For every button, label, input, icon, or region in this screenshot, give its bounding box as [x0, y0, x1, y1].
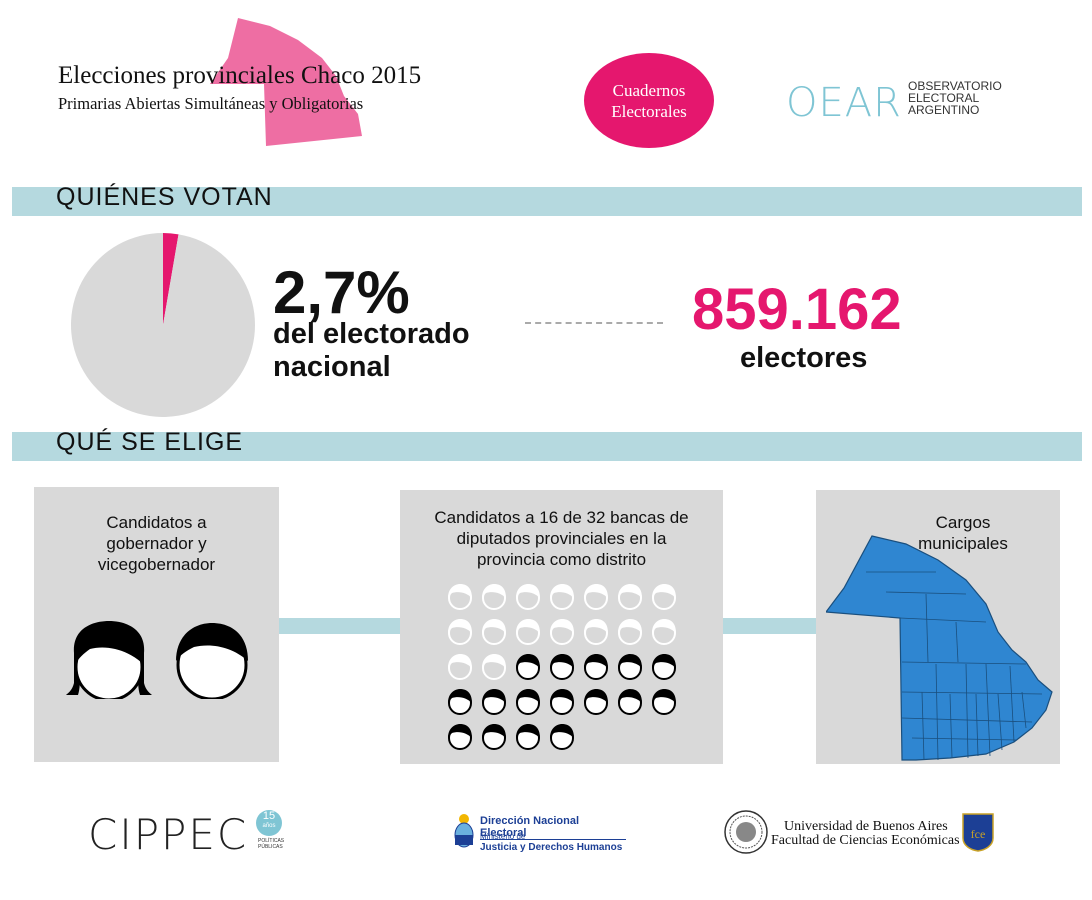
seat-icon [584, 619, 608, 645]
card1-line-2: gobernador y [106, 534, 207, 553]
fce-shield-icon: fce [962, 813, 994, 852]
seat-icon [516, 724, 540, 750]
card-deputies: Candidatos a 16 de 32 bancas de diputado… [400, 490, 723, 764]
electorate-percent: 2,7% [273, 259, 410, 326]
seat-icon [516, 654, 540, 680]
section-label-elige: QUÉ SE ELIGE [56, 428, 244, 456]
card3-line-1: Cargos [935, 513, 991, 532]
seat-icon [482, 584, 506, 610]
card2-line-3: provincia como distrito [476, 550, 647, 569]
electorate-pie-chart [70, 233, 255, 417]
seat-icon [618, 654, 642, 680]
percent-desc-line-1: del electorado [273, 318, 470, 350]
cippec-years-badge: 15 años [256, 810, 282, 836]
card1-line-3: vicegobernador [97, 555, 216, 574]
card-deputies-text: Candidatos a 16 de 32 bancas de diputado… [400, 507, 723, 570]
seat-icon [448, 654, 472, 680]
seat-icon [516, 584, 540, 610]
card2-line-1: Candidatos a 16 de 32 bancas de [434, 508, 689, 527]
seat-icon [618, 584, 642, 610]
pie-slice-2 [70, 233, 255, 417]
male-candidate-icon [176, 623, 248, 699]
cippec-small-1: POLÍTICAS [258, 838, 285, 844]
card-municipal: Cargos municipales [816, 490, 1060, 764]
dne-title: Dirección Nacional Electoral [480, 815, 626, 840]
electorate-percent-desc: del electorado nacional [273, 318, 470, 384]
seat-icon [584, 654, 608, 680]
seat-icon [652, 619, 676, 645]
dne-ministry-name: Justicia y Derechos Humanos [480, 842, 623, 853]
percent-desc-line-2: nacional [273, 351, 391, 383]
oear-line-1: OBSERVATORIO [908, 79, 1002, 93]
oear-line-2: ELECTORAL [908, 91, 980, 105]
seat-icon [652, 654, 676, 680]
seat-icon [550, 619, 574, 645]
card3-line-2: municipales [918, 534, 1008, 553]
cuadernos-badge: Cuadernos Electorales [584, 53, 714, 148]
cippec-years-word: años [262, 823, 276, 829]
seat-icon [618, 619, 642, 645]
electors-label: electores [740, 342, 868, 374]
cippec-logo: CIPPEC [88, 810, 249, 859]
dashed-divider [525, 322, 663, 324]
uba-seal-icon [724, 810, 768, 854]
cippec-small-2: PÚBLICAS [258, 844, 283, 850]
card-governor: Candidatos a gobernador y vicegobernador [34, 487, 279, 762]
page-subtitle: Primarias Abiertas Simultáneas y Obligat… [58, 94, 364, 113]
seat-icon [550, 724, 574, 750]
section-band-votan: QUIÉNES VOTAN [12, 183, 1082, 216]
seat-icon [448, 724, 472, 750]
card-governor-text: Candidatos a gobernador y vicegobernador [34, 512, 279, 575]
dne-ministry: Ministerio de [480, 832, 526, 841]
cippec-years-num: 15 [262, 810, 276, 822]
card1-line-1: Candidatos a [106, 513, 207, 532]
seat-icon [584, 584, 608, 610]
electors-count: 859.162 [692, 277, 902, 342]
seat-icon [550, 654, 574, 680]
seat-icon [652, 584, 676, 610]
seat-icon [516, 689, 540, 715]
page-title: Elecciones provinciales Chaco 2015 [58, 62, 422, 89]
card-municipal-text: Cargos municipales [866, 512, 1060, 554]
section-band-elige: QUÉ SE ELIGE [12, 428, 1082, 461]
uba-line-1: Universidad de Buenos Aires [784, 819, 948, 834]
seat-icon [482, 689, 506, 715]
argentina-shield-icon [454, 814, 474, 848]
svg-text:fce: fce [971, 827, 986, 841]
card2-line-2: diputados provinciales en la [456, 529, 667, 548]
seat-icon [482, 619, 506, 645]
pie-slice-1 [163, 233, 179, 325]
uba-line-2: Facultad de Ciencias Económicas [771, 833, 960, 848]
female-candidate-icon [66, 621, 152, 699]
seats-grid [448, 584, 676, 750]
oear-line-3: ARGENTINO [908, 103, 980, 117]
seat-icon [448, 619, 472, 645]
seat-icon [550, 689, 574, 715]
cippec-subtext: POLÍTICAS PÚBLICAS [258, 838, 284, 850]
seat-icon [482, 724, 506, 750]
seat-icon [448, 584, 472, 610]
badge-line-1: Cuadernos [612, 80, 686, 100]
seat-icon [618, 689, 642, 715]
badge-line-2: Electorales [611, 101, 687, 121]
section-label-votan: QUIÉNES VOTAN [56, 183, 273, 211]
chaco-silhouette-decor [210, 18, 362, 146]
seat-icon [482, 654, 506, 680]
seat-icon [448, 689, 472, 715]
seat-icon [584, 689, 608, 715]
oear-logo-mark: OEAR [786, 80, 902, 126]
seat-icon [652, 689, 676, 715]
oear-logo-text: OBSERVATORIO ELECTORAL ARGENTINO [908, 80, 1002, 116]
seat-icon [516, 619, 540, 645]
seat-icon [550, 584, 574, 610]
chaco-municipal-map [826, 535, 1053, 761]
